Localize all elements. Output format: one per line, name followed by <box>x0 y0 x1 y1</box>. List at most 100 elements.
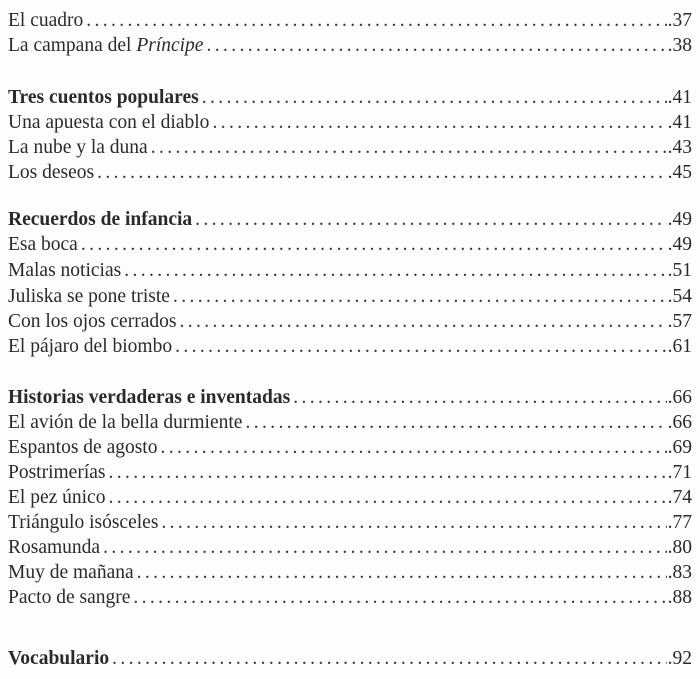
entry-title: Tres cuentos populares <box>8 85 202 110</box>
toc-entry: El pez único .74 <box>8 485 692 510</box>
toc-entry: Una apuesta con el diablo .41 <box>8 110 692 135</box>
dot-leader <box>206 33 666 58</box>
toc-entry: Triángulo isósceles .77 <box>8 510 692 535</box>
dot-leader <box>103 535 667 560</box>
toc-entry: Espantos de agosto .69 <box>8 435 692 460</box>
page-number: .37 <box>667 10 692 31</box>
entry-title-text: Historias verdaderas e inventadas <box>8 387 291 408</box>
dot-leader <box>97 160 667 185</box>
toc-entry: Juliska se pone triste .54 <box>8 284 692 309</box>
toc-section-heading: Recuerdos de infancia .49 <box>8 207 692 232</box>
entry-title: Postrimerías <box>8 460 109 485</box>
entry-title: La campana del Príncipe <box>8 33 206 58</box>
page-number: .41 <box>667 112 692 133</box>
dot-leader <box>124 258 666 283</box>
entry-title: Espantos de agosto <box>8 435 160 460</box>
page-number: .54 <box>667 286 692 307</box>
page-number: .83 <box>667 562 692 583</box>
entry-title: Rosamunda <box>8 535 103 560</box>
entry-title: La nube y la duna <box>8 135 151 160</box>
entry-title-text: Una apuesta con el diablo <box>8 112 210 133</box>
dot-leader <box>108 485 666 510</box>
dot-leader <box>160 435 666 460</box>
toc-entry: Malas noticias .51 <box>8 258 692 283</box>
entry-title: El pájaro del biombo <box>8 334 175 359</box>
entry-title: Recuerdos de infancia <box>8 207 195 232</box>
toc-section-heading: Vocabulario .92 <box>8 646 692 671</box>
page-number: .88 <box>667 587 692 608</box>
dot-leader <box>133 585 666 610</box>
toc-entry: La nube y la duna .43 <box>8 135 692 160</box>
entry-title: Juliska se pone triste <box>8 284 173 309</box>
page-number: .51 <box>667 260 692 281</box>
entry-title-text: El pez único <box>8 487 106 508</box>
page-number: .66 <box>667 387 692 408</box>
dot-leader <box>179 309 666 334</box>
entry-title-text: La nube y la duna <box>8 137 148 158</box>
entry-title-text: Esa boca <box>8 234 78 255</box>
page-number: .43 <box>667 137 692 158</box>
dot-leader <box>293 385 666 410</box>
page-number: .80 <box>667 537 692 558</box>
dot-leader <box>81 232 667 257</box>
dot-leader <box>86 8 666 33</box>
entry-title-text: Juliska se pone triste <box>8 286 170 307</box>
page-number: .49 <box>667 209 692 230</box>
entry-title-text: Pacto de sangre <box>8 587 131 608</box>
entry-title-text: El cuadro <box>8 10 84 31</box>
entry-title: Triángulo isósceles <box>8 510 161 535</box>
entry-title-text: Rosamunda <box>8 537 101 558</box>
entry-title: Historias verdaderas e inventadas <box>8 385 293 410</box>
entry-title-text: Muy de mañana <box>8 562 134 583</box>
page-number: .69 <box>667 437 692 458</box>
page-number: .77 <box>667 512 692 533</box>
entry-title-italic: Príncipe <box>136 35 204 56</box>
entry-title-text: Tres cuentos populares <box>8 87 199 108</box>
dot-leader <box>151 135 667 160</box>
toc-entry: La campana del Príncipe .38 <box>8 33 692 58</box>
dot-leader <box>161 510 666 535</box>
entry-title-text: Triángulo isósceles <box>8 512 159 533</box>
entry-title-text: Postrimerías <box>8 462 106 483</box>
toc-entry: Rosamunda .80 <box>8 535 692 560</box>
entry-title-text: Con los ojos cerrados <box>8 311 177 332</box>
page-number: .66 <box>667 412 692 433</box>
entry-title-text: Recuerdos de infancia <box>8 209 193 230</box>
page-number: .74 <box>667 487 692 508</box>
toc-entry: Esa boca .49 <box>8 232 692 257</box>
toc-entry: Con los ojos cerrados .57 <box>8 309 692 334</box>
entry-title: El cuadro <box>8 8 86 33</box>
page-number: .45 <box>667 162 692 183</box>
dot-leader <box>112 646 666 671</box>
page-number: .49 <box>667 234 692 255</box>
entry-title-text: La campana del <box>8 35 137 56</box>
entry-title-text: Malas noticias <box>8 260 122 281</box>
dot-leader <box>195 207 666 232</box>
page-number: .61 <box>667 336 692 357</box>
dot-leader <box>173 284 667 309</box>
entry-title-text: El pájaro del biombo <box>8 336 173 357</box>
dot-leader <box>245 410 666 435</box>
entry-title: Una apuesta con el diablo <box>8 110 212 135</box>
dot-leader <box>175 334 667 359</box>
entry-title-text: Vocabulario <box>8 648 110 669</box>
dot-leader <box>202 85 667 110</box>
toc-section-heading: Historias verdaderas e inventadas .66 <box>8 385 692 410</box>
toc-entry: Postrimerías .71 <box>8 460 692 485</box>
toc-entry: El pájaro del biombo .61 <box>8 334 692 359</box>
page-number: .71 <box>667 462 692 483</box>
entry-title-text: Espantos de agosto <box>8 437 158 458</box>
toc-entry: El avión de la bella durmiente .66 <box>8 410 692 435</box>
page-number: .38 <box>667 35 692 56</box>
dot-leader <box>109 460 667 485</box>
toc-entry: Los deseos .45 <box>8 160 692 185</box>
page-number: .41 <box>667 87 692 108</box>
page-number: .57 <box>667 311 692 332</box>
entry-title-text: El avión de la bella durmiente <box>8 412 243 433</box>
dot-leader <box>212 110 666 135</box>
toc-entry: El cuadro .37 <box>8 8 692 33</box>
entry-title: Con los ojos cerrados <box>8 309 179 334</box>
dot-leader <box>137 560 667 585</box>
toc-section-heading: Tres cuentos populares .41 <box>8 85 692 110</box>
entry-title: Los deseos <box>8 160 97 185</box>
